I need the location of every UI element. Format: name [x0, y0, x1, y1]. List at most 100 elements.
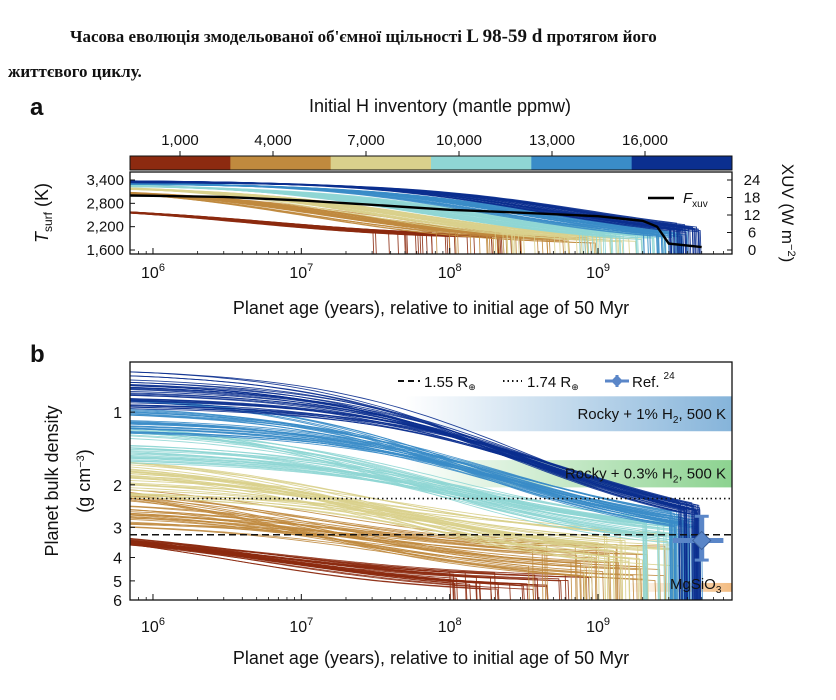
- series-line-10000ppmw: [130, 428, 673, 600]
- series-line-16000ppmw: [130, 386, 698, 600]
- panel-b-label: b: [30, 341, 45, 368]
- series-line-16000ppmw: [130, 405, 701, 600]
- colorbar-tick-label: 13,000: [529, 132, 575, 149]
- panel-b-reference-lines: [130, 497, 732, 536]
- y2-tick-label: 6: [748, 225, 756, 242]
- y-tick-label: 6: [113, 593, 122, 610]
- panel-b-legend: 1.55 R⊕ 1.74 R⊕ Ref. 24: [398, 371, 675, 392]
- y2-tick-label: 12: [744, 207, 761, 224]
- series-line-7000ppmw: [130, 464, 660, 600]
- series-line-1000ppmw: [130, 544, 549, 600]
- colorbar-tick-label: 7,000: [347, 132, 385, 149]
- y-tick-label: 1,600: [86, 242, 124, 259]
- series-line-1000ppmw: [130, 544, 535, 600]
- panel-a-xlabel: Planet age (years), relative to initial …: [233, 298, 629, 318]
- colorbar-segment-4: [531, 156, 633, 170]
- colorbar-segment-5: [631, 156, 733, 170]
- legend-ref-label: Ref. 24: [632, 371, 675, 391]
- series-line-16000ppmw: [130, 394, 696, 600]
- panel-b-ylabel-unit: (g cm−3): [74, 449, 94, 513]
- series-line-4000ppmw: [130, 193, 592, 254]
- series-line-1000ppmw: [130, 211, 476, 254]
- series-line-4000ppmw: [130, 508, 587, 600]
- series-line-13000ppmw: [130, 409, 696, 600]
- series-line-10000ppmw: [130, 432, 687, 600]
- fxuv-line: [129, 194, 702, 249]
- series-line-10000ppmw: [130, 185, 625, 254]
- panel-b-ref-point: [672, 514, 724, 562]
- series-line-10000ppmw: [130, 438, 689, 600]
- series-line-4000ppmw: [130, 193, 544, 254]
- series-line-13000ppmw: [130, 428, 698, 600]
- mgsio3-band: [624, 582, 732, 592]
- x-tick-label: 108: [438, 616, 462, 636]
- series-line-10000ppmw: [130, 451, 670, 600]
- caption-suffix: протягом його: [542, 27, 657, 46]
- panel-a-legend: Fxuv: [648, 190, 708, 210]
- colorbar-title: Initial H inventory (mantle ppmw): [309, 96, 571, 116]
- series-line-4000ppmw: [130, 516, 582, 600]
- legend-dashed-label: 1.55 R⊕: [424, 374, 476, 392]
- series-line-16000ppmw: [130, 180, 679, 254]
- series-line-10000ppmw: [130, 450, 665, 600]
- colorbar-frame: [129, 155, 733, 171]
- panel-a-fxuv-series: [129, 194, 702, 249]
- colorbar-tick-label: 10,000: [436, 132, 482, 149]
- colorbar-tick-label: 16,000: [622, 132, 668, 149]
- colorbar-tick-labels: 1,000 4,000 7,000 10,000 13,000 16,000: [161, 132, 668, 156]
- caption-line-2: життєвого циклу.: [8, 62, 142, 81]
- y-tick-label: 2: [113, 478, 122, 495]
- colorbar-tick-label: 1,000: [161, 132, 199, 149]
- y-tick-label: 4: [113, 550, 122, 567]
- y-tick-label: 2,200: [86, 219, 124, 236]
- colorbar-segment-0: [130, 156, 231, 170]
- series-line-7000ppmw: [130, 493, 669, 600]
- panel-a-label: a: [30, 94, 44, 121]
- y2-tick-label: 24: [744, 172, 761, 189]
- fxuv-legend-label: Fxuv: [683, 190, 708, 210]
- series-line-7000ppmw: [130, 473, 627, 600]
- panel-b-series: [130, 371, 703, 600]
- mgsio3-label: MgSiO3: [670, 576, 722, 596]
- y2-tick-label: 0: [748, 242, 756, 259]
- series-line-7000ppmw: [130, 483, 615, 600]
- series-line-4000ppmw: [130, 495, 588, 600]
- series-line-4000ppmw: [130, 514, 620, 600]
- x-tick-label: 106: [141, 616, 165, 636]
- x-tick-label: 107: [289, 616, 313, 636]
- caption-line-1: Часова еволюція змодельованої об'ємної щ…: [70, 26, 657, 48]
- series-line-10000ppmw: [130, 459, 659, 600]
- x-tick-label: 106: [141, 262, 165, 282]
- panel-a-series: [130, 180, 702, 254]
- series-line-16000ppmw: [130, 381, 694, 600]
- series-line-4000ppmw: [130, 526, 657, 600]
- series-line-7000ppmw: [130, 187, 561, 254]
- y-tick-label: 3,400: [86, 172, 124, 189]
- panel-b-axes-frame: [129, 361, 733, 601]
- y2-tick-label: 18: [744, 190, 761, 207]
- caption-planet-name: L 98-59 d: [466, 26, 543, 47]
- ref-point-marker: [692, 530, 712, 551]
- band-label-1: Rocky + 0.3% H2, 500 K: [565, 466, 726, 486]
- x-tick-label: 109: [586, 616, 610, 636]
- panel-b-xlabel: Planet age (years), relative to initial …: [233, 648, 629, 668]
- panel-b-axes: 106 107 108 109 1 2 3 4 5 6: [113, 405, 733, 636]
- y-tick-label: 5: [113, 574, 122, 591]
- y-tick-label: 1: [113, 405, 122, 422]
- series-line-4000ppmw: [130, 516, 604, 600]
- legend-dotted-label: 1.74 R⊕: [527, 374, 579, 392]
- series-line-1000ppmw: [130, 538, 593, 600]
- series-line-7000ppmw: [130, 496, 631, 600]
- y-tick-label: 2,800: [86, 195, 124, 212]
- colorbar-segment-3: [431, 156, 532, 170]
- series-line-7000ppmw: [130, 188, 509, 254]
- legend-ref-icon: [605, 375, 629, 387]
- colorbar-segment-2: [330, 156, 432, 170]
- panel-a-axes-frame: [129, 171, 733, 255]
- legend-ref-marker: [611, 375, 623, 387]
- colorbar-segment-1: [230, 156, 332, 170]
- panel-a-y2label: XUV (W m−2): [778, 164, 797, 263]
- series-line-13000ppmw: [130, 425, 692, 600]
- x-tick-label: 108: [438, 262, 462, 282]
